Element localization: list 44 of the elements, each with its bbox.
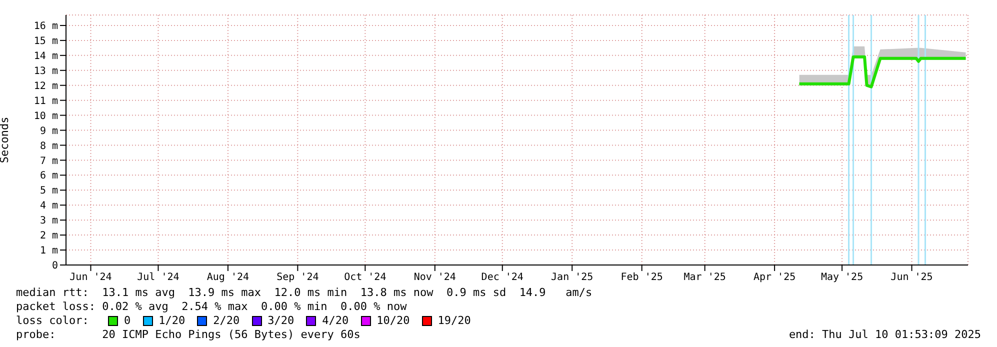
text: packet loss: 0.02 % avg 2.54 % max 0.00 % min 0.00 % now	[16, 300, 408, 314]
y-tick-label: 0	[52, 260, 58, 272]
y-axis-title: Seconds	[0, 116, 11, 164]
y-tick-label: 11 m	[34, 96, 58, 107]
x-tick-label: Dec '24	[481, 272, 524, 284]
x-tick-label: Jun '25	[890, 272, 933, 284]
y-tick-label: 5 m	[40, 186, 58, 197]
y-tick-label: 3 m	[40, 216, 58, 227]
y-tick-label: 1 m	[40, 246, 58, 257]
x-tick-label: Sep '24	[276, 272, 319, 284]
y-tick-label: 10 m	[34, 110, 58, 122]
y-tick-label: 2 m	[40, 230, 58, 242]
y-tick-label: 14 m	[34, 50, 58, 62]
y-tick-label: 7 m	[40, 156, 58, 167]
x-tick-label: Aug '24	[206, 272, 250, 284]
legend-label: 2/20	[212, 314, 240, 328]
legend-label: 1/20	[158, 314, 186, 328]
y-tick-label: 8 m	[40, 140, 58, 152]
x-tick-label: May '25	[820, 272, 864, 284]
text: end: Thu Jul 10 01:53:09 2025	[788, 328, 981, 342]
text: probe: 20 ICMP Echo Pings (56 Bytes) every 60s	[16, 328, 360, 342]
y-tick-label: 6 m	[40, 170, 58, 182]
legend-label: 0	[123, 314, 131, 328]
y-tick-label: 4 m	[40, 200, 58, 212]
legend-label: 3/20	[266, 314, 294, 328]
x-tick-label: Apr '25	[753, 272, 796, 284]
legend-label: 10/20	[376, 314, 410, 328]
legend-label: 4/20	[321, 314, 349, 328]
y-tick-label: 9 m	[40, 126, 58, 137]
y-tick-label: 15 m	[34, 36, 58, 47]
x-tick-label: Jun '24	[70, 272, 112, 284]
x-tick-label: Mar '25	[684, 272, 726, 284]
y-tick-label: 12 m	[34, 80, 58, 92]
x-tick-label: Nov '24	[414, 272, 456, 284]
x-tick-label: Jul '24	[137, 272, 180, 284]
y-tick-label: 13 m	[34, 66, 58, 77]
legend-label: 19/20	[436, 314, 471, 328]
legend-title: loss color:	[16, 314, 90, 328]
x-tick-label: Feb '25	[620, 272, 663, 284]
line-series	[798, 55, 968, 88]
x-tick-label: Oct '24	[344, 272, 386, 284]
y-tick-label: 16 m	[34, 21, 58, 32]
text: median rtt: 13.1 ms avg 13.9 ms max 12.0 ms min 13.8 ms now 0.9 ms sd 14.9 am/s	[16, 286, 594, 300]
x-tick-label: Jan '25	[551, 272, 594, 284]
